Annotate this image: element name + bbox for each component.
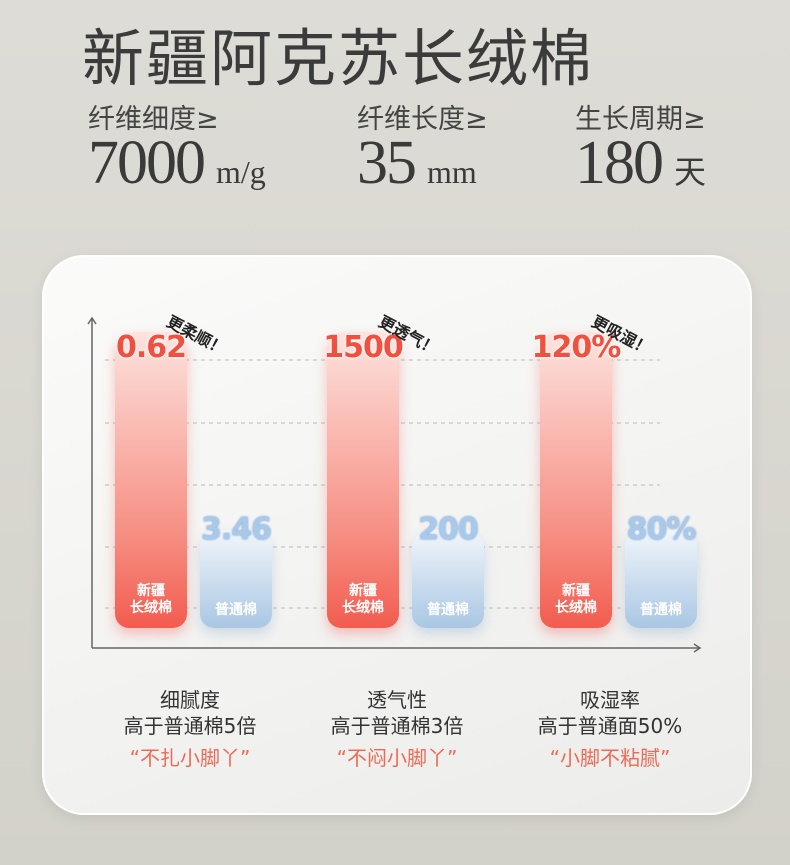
stat-value: 35 mm: [357, 128, 477, 199]
slogan: “不扎小脚丫”: [129, 746, 251, 770]
slogan: “小脚不粘腻”: [549, 746, 671, 770]
premium-value: 0.62: [115, 330, 187, 365]
caption: 高于普通面50%: [537, 714, 683, 738]
stat-unit: 天: [674, 154, 707, 190]
regular-bar: [625, 530, 697, 628]
premium-label: 新疆: [137, 583, 165, 599]
caption: 透气性: [367, 688, 427, 712]
premium-label: 长绒棉: [342, 600, 384, 616]
stat-unit: mm: [427, 154, 477, 190]
stat-label: 纤维长度≥: [357, 104, 488, 135]
caption: 细腻度: [160, 688, 220, 712]
stat-number: 7000: [88, 129, 206, 197]
caption: 吸湿率: [580, 688, 640, 712]
regular-label: 普通棉: [640, 602, 682, 618]
premium-value: 120%: [531, 330, 622, 365]
stat-unit: m/g: [216, 154, 266, 190]
stat-value: 180 天: [575, 128, 706, 199]
regular-bar: [412, 530, 484, 628]
regular-value: 80%: [626, 512, 697, 547]
premium-label: 长绒棉: [555, 600, 597, 616]
stat-value: 7000 m/g: [88, 128, 266, 199]
premium-bar: [327, 332, 399, 628]
title: 新疆阿克苏长绒棉: [82, 22, 595, 95]
regular-value: 200: [418, 512, 479, 547]
regular-label: 普通棉: [215, 602, 257, 618]
caption: 高于普通棉5倍: [123, 714, 257, 738]
stat-label: 纤维细度≥: [88, 104, 219, 135]
stat-label: 生长周期≥: [575, 104, 706, 135]
premium-bar: [115, 332, 187, 628]
regular-value: 3.46: [200, 512, 272, 547]
stat-number: 180: [575, 129, 664, 197]
regular-bar: [200, 530, 272, 628]
arrow: [693, 643, 702, 653]
slogan: “不闷小脚丫”: [336, 746, 458, 770]
arrow: [87, 316, 97, 325]
premium-label: 新疆: [349, 583, 377, 599]
premium-value: 1500: [323, 330, 404, 365]
premium-bar: [540, 332, 612, 628]
caption: 高于普通棉3倍: [330, 714, 464, 738]
premium-label: 新疆: [562, 583, 590, 599]
regular-label: 普通棉: [427, 602, 469, 618]
stat-number: 35: [357, 129, 417, 197]
premium-label: 长绒棉: [130, 600, 172, 616]
